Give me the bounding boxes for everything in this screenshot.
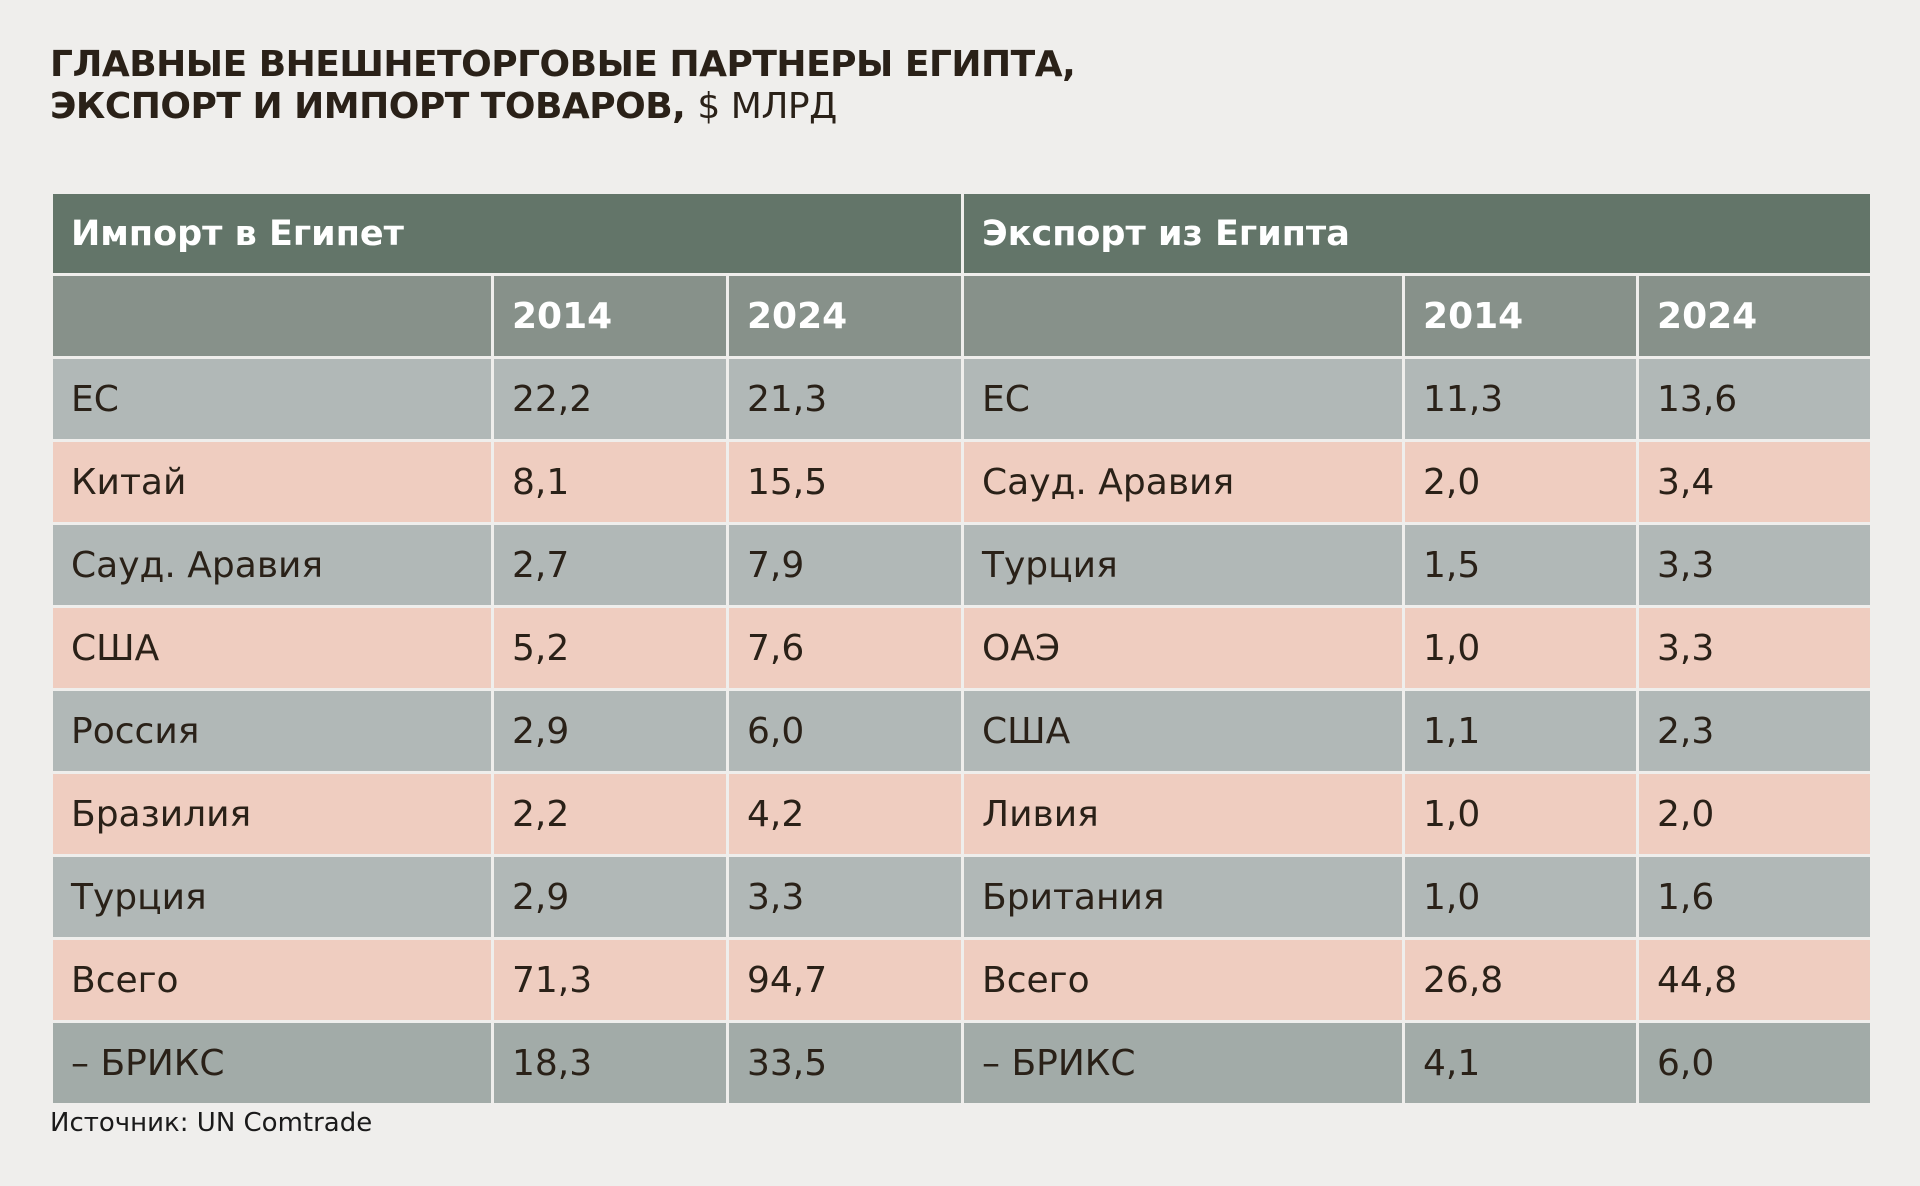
country-cell: – БРИКС — [961, 1020, 1406, 1106]
trade-partners-table: Импорт в Египет Экспорт из Египта 2014 2… — [49, 191, 1874, 1106]
country-cell: Турция — [961, 522, 1406, 608]
value-cell: 71,3 — [491, 937, 729, 1023]
source-note: Источник: UN Comtrade — [50, 1108, 373, 1138]
value-cell: 7,6 — [725, 605, 965, 691]
country-cell: США — [961, 688, 1406, 774]
title-unit: $ МЛРД — [697, 86, 837, 127]
country-cell: Сауд. Аравия — [50, 522, 494, 608]
title-line-1: ГЛАВНЫЕ ВНЕШНЕТОРГОВЫЕ ПАРТНЕРЫ ЕГИПТА, — [50, 44, 1076, 85]
year-cell: 2014 — [1402, 273, 1640, 359]
country-cell: ЕС — [961, 356, 1406, 442]
value-cell: 2,9 — [491, 854, 729, 940]
country-cell: Бразилия — [50, 771, 494, 857]
value-cell: 94,7 — [725, 937, 965, 1023]
value-cell: 1,0 — [1402, 854, 1640, 940]
years-row: 2014 2024 2014 2024 — [50, 273, 1874, 359]
table-row: Сауд. Аравия 2,7 7,9 Турция 1,5 3,3 — [50, 522, 1874, 608]
country-cell: США — [50, 605, 494, 691]
value-cell: 2,0 — [1636, 771, 1874, 857]
value-cell: 1,0 — [1402, 605, 1640, 691]
value-cell: 22,2 — [491, 356, 729, 442]
country-cell: Всего — [50, 937, 494, 1023]
value-cell: 11,3 — [1402, 356, 1640, 442]
table-row: Бразилия 2,2 4,2 Ливия 1,0 2,0 — [50, 771, 1874, 857]
year-cell: 2024 — [725, 273, 965, 359]
value-cell: 44,8 — [1636, 937, 1874, 1023]
table-row: США 5,2 7,6 ОАЭ 1,0 3,3 — [50, 605, 1874, 691]
value-cell: 33,5 — [725, 1020, 965, 1106]
value-cell: 18,3 — [491, 1020, 729, 1106]
value-cell: 5,2 — [491, 605, 729, 691]
country-cell: Сауд. Аравия — [961, 439, 1406, 525]
value-cell: 1,6 — [1636, 854, 1874, 940]
value-cell: 8,1 — [491, 439, 729, 525]
country-cell: Ливия — [961, 771, 1406, 857]
table-row: Всего 71,3 94,7 Всего 26,8 44,8 — [50, 937, 1874, 1023]
value-cell: 2,0 — [1402, 439, 1640, 525]
empty-cell — [50, 273, 494, 359]
table-row: ЕС 22,2 21,3 ЕС 11,3 13,6 — [50, 356, 1874, 442]
value-cell: 1,5 — [1402, 522, 1640, 608]
table-row: Турция 2,9 3,3 Британия 1,0 1,6 — [50, 854, 1874, 940]
chart-title: ГЛАВНЫЕ ВНЕШНЕТОРГОВЫЕ ПАРТНЕРЫ ЕГИПТА, … — [50, 44, 1076, 128]
country-cell: Всего — [961, 937, 1406, 1023]
value-cell: 2,3 — [1636, 688, 1874, 774]
country-cell: Турция — [50, 854, 494, 940]
table-row: Китай 8,1 15,5 Сауд. Аравия 2,0 3,4 — [50, 439, 1874, 525]
country-cell: Китай — [50, 439, 494, 525]
title-line-2: ЭКСПОРТ И ИМПОРТ ТОВАРОВ, $ МЛРД — [50, 86, 837, 127]
value-cell: 6,0 — [725, 688, 965, 774]
value-cell: 13,6 — [1636, 356, 1874, 442]
country-cell: Россия — [50, 688, 494, 774]
value-cell: 3,3 — [1636, 605, 1874, 691]
year-cell: 2014 — [491, 273, 729, 359]
value-cell: 7,9 — [725, 522, 965, 608]
value-cell: 15,5 — [725, 439, 965, 525]
year-cell: 2024 — [1636, 273, 1874, 359]
empty-cell — [961, 273, 1406, 359]
value-cell: 2,7 — [491, 522, 729, 608]
section-header-row: Импорт в Египет Экспорт из Египта — [49, 191, 1874, 276]
table-row: – БРИКС 18,3 33,5– БРИКС 4,1 6,0 — [50, 1020, 1874, 1106]
country-cell: ОАЭ — [961, 605, 1406, 691]
value-cell: 3,3 — [725, 854, 965, 940]
country-cell: Британия — [961, 854, 1406, 940]
value-cell: 3,3 — [1636, 522, 1874, 608]
value-cell: 21,3 — [725, 356, 965, 442]
table-row: Россия 2,9 6,0 США 1,1 2,3 — [50, 688, 1874, 774]
value-cell: 1,1 — [1402, 688, 1640, 774]
value-cell: 6,0 — [1636, 1020, 1874, 1106]
country-cell: – БРИКС — [50, 1020, 494, 1106]
country-cell: ЕС — [50, 356, 494, 442]
export-header: Экспорт из Египта — [961, 191, 1874, 276]
value-cell: 1,0 — [1402, 771, 1640, 857]
value-cell: 2,2 — [491, 771, 729, 857]
value-cell: 2,9 — [491, 688, 729, 774]
value-cell: 4,1 — [1402, 1020, 1640, 1106]
import-header: Импорт в Египет — [49, 191, 965, 276]
value-cell: 3,4 — [1636, 439, 1874, 525]
value-cell: 4,2 — [725, 771, 965, 857]
value-cell: 26,8 — [1402, 937, 1640, 1023]
